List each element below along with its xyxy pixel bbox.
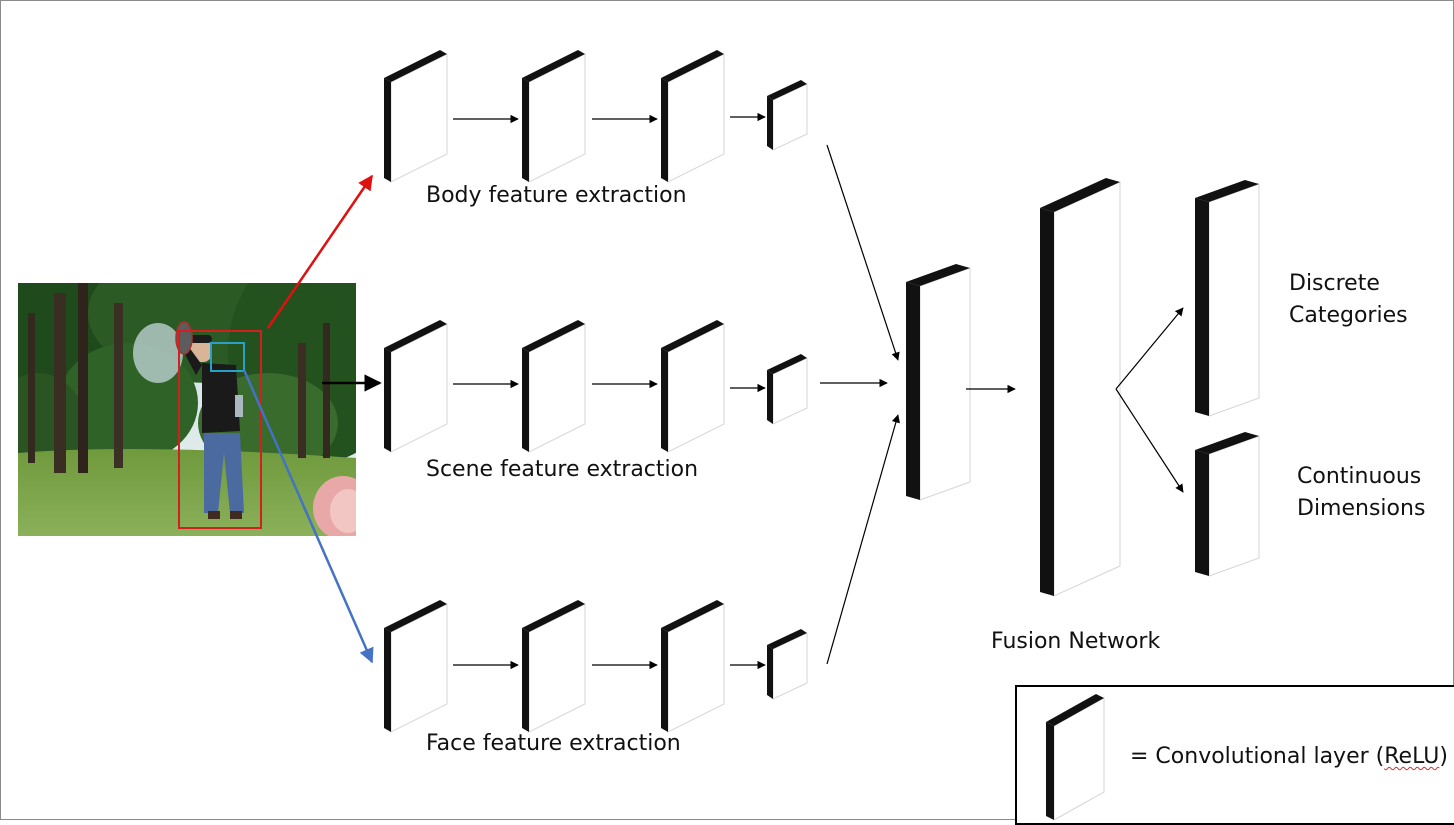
continuous-label-line2: Dimensions bbox=[1297, 496, 1426, 521]
scene-layer-2 bbox=[522, 320, 586, 453]
face-bounding-box bbox=[210, 342, 245, 372]
body-layer-3 bbox=[661, 50, 725, 183]
legend-text: = Convolutional layer (ReLU) bbox=[1130, 744, 1448, 769]
face-layer-4 bbox=[767, 629, 808, 700]
face-feature-label: Face feature extraction bbox=[426, 731, 681, 756]
face-layer-3 bbox=[661, 600, 725, 733]
legend-suffix: ) bbox=[1439, 744, 1448, 769]
fusion-layer-1 bbox=[906, 264, 971, 501]
body-feature-label: Body feature extraction bbox=[426, 183, 687, 208]
face-layer-1 bbox=[384, 600, 448, 733]
body-arrow bbox=[266, 174, 374, 329]
legend-term: ReLU bbox=[1384, 744, 1440, 769]
fusion-layer-2 bbox=[1040, 178, 1121, 597]
scene-feature-label: Scene feature extraction bbox=[426, 457, 699, 482]
discrete-output-layer bbox=[1195, 180, 1260, 417]
merge-arrows bbox=[820, 144, 1184, 665]
scene-stream-arrows bbox=[453, 379, 766, 393]
body-layer-2 bbox=[522, 50, 586, 183]
scene-layer-3 bbox=[661, 320, 725, 453]
face-layer-2 bbox=[522, 600, 586, 733]
continuous-output-layer bbox=[1195, 432, 1260, 577]
discrete-label-line1: Discrete bbox=[1289, 271, 1380, 296]
legend-layer-icon bbox=[1046, 694, 1105, 820]
discrete-label-line2: Categories bbox=[1289, 303, 1408, 328]
legend-prefix: = Convolutional layer ( bbox=[1130, 744, 1385, 769]
fusion-network-label: Fusion Network bbox=[991, 629, 1161, 654]
body-stream-arrows bbox=[453, 112, 766, 124]
face-arrow bbox=[242, 369, 374, 664]
person-bounding-box bbox=[178, 330, 262, 529]
continuous-label-line1: Continuous bbox=[1297, 464, 1422, 489]
scene-layer-1 bbox=[384, 320, 448, 453]
body-layer-4 bbox=[767, 80, 808, 151]
scene-layer-4 bbox=[767, 354, 808, 425]
person-figure bbox=[175, 321, 244, 519]
body-layer-1 bbox=[384, 50, 448, 183]
